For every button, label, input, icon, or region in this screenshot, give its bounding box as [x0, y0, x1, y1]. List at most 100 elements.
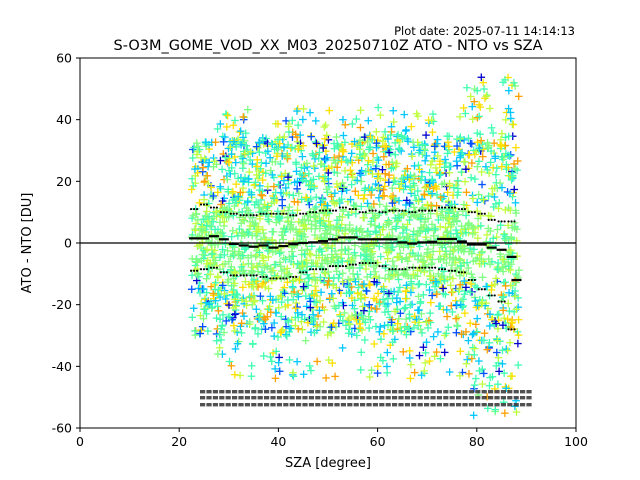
bin-count-mark [411, 403, 417, 407]
scatter-point [321, 121, 330, 129]
bin-count-mark [379, 390, 385, 394]
scatter-point [261, 325, 270, 334]
y-axis-ticks: 60 40 20 0 -20 -40 -60 [52, 51, 80, 436]
scatter-point [308, 290, 317, 298]
scatter-point [424, 324, 432, 332]
scatter-point [227, 232, 236, 241]
scatter-point [429, 110, 437, 118]
scatter-point [414, 280, 423, 289]
scatter-point [251, 324, 260, 332]
scatter-point [252, 198, 260, 206]
scatter-point [235, 193, 244, 202]
scatter-point [384, 135, 392, 143]
scatter-point [414, 161, 423, 170]
scatter-point [455, 285, 464, 293]
bin-count-mark [366, 396, 372, 400]
bin-count-mark [219, 403, 225, 407]
scatter-point [405, 347, 414, 355]
scatter-point [258, 296, 267, 305]
scatter-point [289, 191, 298, 200]
scatter-point [394, 288, 402, 296]
lower-std-point [388, 268, 397, 271]
bin-count-mark [321, 390, 327, 394]
scatter-point [276, 258, 284, 267]
scatter-point [498, 360, 507, 368]
bin-count-mark [468, 390, 474, 394]
scatter-point [380, 152, 388, 161]
scatter-point [353, 270, 362, 279]
scatter-point [492, 170, 500, 179]
bin-count-mark [424, 403, 430, 407]
scatter-point [472, 374, 480, 383]
scatter-point [410, 368, 419, 377]
bin-count-mark [379, 403, 385, 407]
scatter-point [270, 182, 278, 191]
scatter-point [247, 372, 256, 381]
bin-count-mark [456, 390, 462, 394]
scatter-point [327, 323, 336, 331]
bin-count-mark [430, 403, 436, 407]
scatter-point [310, 328, 319, 337]
lower-std-point [239, 274, 248, 277]
upper-std-point [199, 203, 209, 206]
scatter-point [347, 149, 356, 158]
scatter-point [373, 305, 381, 313]
bin-count-mark [244, 403, 250, 407]
scatter-point [444, 323, 453, 332]
scatter-point [237, 152, 245, 161]
upper-std-point [229, 212, 238, 215]
bin-count-mark [212, 390, 218, 394]
scatter-point [303, 194, 311, 202]
bin-count-mark [494, 396, 500, 400]
lower-std-point [338, 265, 347, 268]
scatter-point [362, 209, 370, 218]
scatter-point [214, 306, 223, 315]
bin-count-mark [264, 403, 270, 407]
scatter-point [407, 360, 415, 369]
scatter-point [494, 380, 502, 389]
scatter-point [440, 163, 449, 172]
bin-count-mark [321, 403, 327, 407]
scatter-point [216, 315, 224, 324]
scatter-point [289, 283, 297, 292]
scatter-point [470, 381, 479, 389]
scatter-point [448, 308, 457, 316]
scatter-point [307, 316, 316, 324]
scatter-point [402, 126, 410, 134]
scatter-point [395, 283, 404, 292]
scatter-point [298, 152, 307, 161]
bin-count-mark [251, 390, 257, 394]
scatter-point [245, 318, 254, 326]
scatter-point [469, 223, 478, 232]
lower-std-point [348, 263, 357, 266]
scatter-point [389, 326, 398, 335]
scatter-point [417, 309, 426, 318]
bin-count-mark [475, 396, 481, 400]
scatter-point [512, 408, 521, 416]
scatter-point [320, 123, 329, 131]
scatter-point [301, 292, 310, 300]
scatter-point [480, 329, 489, 338]
scatter-point [443, 149, 452, 158]
bin-count-mark [340, 390, 346, 394]
bin-count-mark [417, 403, 423, 407]
scatter-point [460, 225, 469, 234]
scatter-point [366, 270, 375, 279]
bin-count-mark [308, 403, 314, 407]
bin-count-mark [392, 396, 398, 400]
scatter-point [420, 268, 429, 276]
scatter-point [223, 299, 231, 308]
x-tick-label: 20 [171, 434, 187, 449]
scatter-point [316, 296, 324, 305]
scatter-point [232, 180, 240, 188]
scatter-point [374, 103, 383, 112]
scatter-point [302, 302, 311, 311]
scatter-point [399, 348, 408, 356]
scatter-point [198, 250, 207, 259]
bin-count-mark [219, 390, 225, 394]
scatter-point [293, 357, 301, 366]
scatter-point [358, 302, 367, 311]
scatter-point [189, 304, 198, 313]
lower-std-point [447, 269, 457, 272]
scatter-point [409, 230, 417, 239]
